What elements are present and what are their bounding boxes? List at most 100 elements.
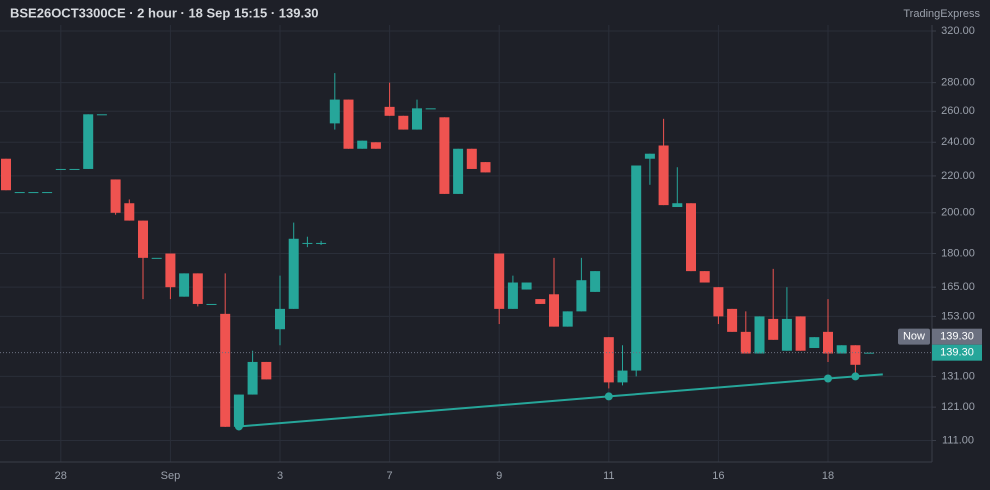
candle-body: [14, 192, 25, 194]
now-tag-box: [898, 328, 930, 345]
candle-body: [631, 165, 642, 371]
trendline-marker: [234, 422, 243, 431]
candle-body: [96, 114, 107, 116]
last-price-box: [932, 344, 982, 361]
y-tick-label: 220.00: [941, 170, 975, 182]
y-tick-label: 320.00: [941, 25, 975, 37]
candle-body: [754, 316, 765, 354]
candle-body: [370, 142, 381, 149]
candle-body: [1, 158, 11, 191]
candle-body: [603, 337, 614, 383]
candle-body: [316, 242, 327, 244]
candle-body: [740, 331, 751, 354]
axes: 111.00 121.00 131.00 153.00 165.00 180.00 200.…: [55, 25, 982, 482]
candle-body: [781, 318, 792, 351]
candle-body: [535, 299, 546, 304]
candle-body: [261, 361, 272, 380]
candle-body: [138, 220, 148, 258]
candle-body: [836, 345, 847, 354]
y-tick-label: 280.00: [941, 77, 975, 89]
candle-body: [329, 99, 340, 124]
candle-body: [768, 318, 779, 340]
candle-body: [343, 99, 354, 149]
x-tick-label: 28: [55, 470, 67, 482]
candle-body: [795, 316, 806, 351]
trendline-marker: [824, 374, 832, 383]
candle-body: [179, 273, 190, 297]
x-tick-label: 7: [387, 470, 393, 482]
candle-body: [124, 203, 135, 221]
candle-body: [439, 117, 450, 194]
candle-body: [521, 282, 532, 290]
watermark: TradingExpress: [903, 8, 980, 20]
candle-body: [576, 280, 587, 312]
candle-body: [275, 308, 285, 330]
x-tick-label: 11: [603, 470, 614, 482]
candle-body: [110, 179, 121, 213]
candle-body: [220, 313, 231, 427]
candle-body: [384, 106, 395, 116]
candle-body: [549, 294, 559, 327]
plot: [0, 73, 932, 431]
candle-body: [398, 115, 409, 130]
candle-body: [55, 168, 66, 170]
candle-body: [727, 308, 738, 332]
candle-body: [617, 370, 628, 383]
trendline-marker: [851, 372, 860, 381]
candle-body: [658, 145, 669, 206]
candle-body: [672, 203, 683, 208]
candle-body: [590, 271, 601, 292]
y-tick-label: 200.00: [941, 207, 975, 219]
x-tick-label: 9: [496, 470, 502, 482]
y-tick-label: 240.00: [941, 136, 975, 148]
x-tick-label: 3: [277, 470, 283, 482]
candle-body: [165, 253, 176, 288]
y-tick-label: 131.00: [941, 370, 975, 382]
price-tag: 139.30: [940, 331, 974, 343]
x-tick-label: 16: [712, 470, 724, 482]
last-price-label: 139.30: [940, 347, 974, 359]
candle-body: [206, 303, 217, 305]
y-tick-label: 260.00: [941, 105, 975, 117]
candle-body: [699, 271, 710, 283]
candle-body: [302, 242, 313, 244]
candle-body: [562, 311, 573, 327]
candle-body: [713, 287, 724, 317]
candle-body: [466, 148, 477, 169]
price-tag-box: [932, 328, 982, 345]
candle-body: [233, 394, 244, 427]
now-tag: Now: [903, 331, 925, 343]
x-tick-label: Sep: [161, 470, 181, 482]
candle-body: [28, 192, 39, 194]
trendline-marker: [604, 392, 613, 401]
candle-body: [247, 361, 258, 395]
candle-body: [480, 162, 491, 173]
candle-body: [412, 108, 422, 130]
candle-body: [69, 168, 80, 170]
x-tick-label: 18: [822, 470, 834, 482]
candle-body: [809, 337, 820, 348]
candle-body: [151, 257, 162, 259]
candle-body: [686, 203, 696, 272]
candle-body: [453, 148, 464, 194]
candle-body: [192, 273, 203, 304]
candle-body: [425, 108, 436, 110]
candle-body: [83, 114, 94, 169]
candle-body: [357, 140, 368, 149]
candle-body: [823, 331, 833, 354]
y-tick-label: 180.00: [941, 247, 975, 259]
y-tick-label: 111.00: [942, 434, 974, 446]
candle-body: [507, 282, 518, 309]
y-tick-label: 121.00: [941, 401, 975, 413]
grid: [0, 25, 932, 462]
candle-body: [850, 345, 861, 365]
candle-body: [288, 238, 299, 309]
candle-body: [42, 192, 53, 194]
candle-body: [644, 153, 655, 159]
y-tick-label: 165.00: [941, 281, 975, 293]
chart-title: BSE26OCT3300CE · 2 hour · 18 Sep 15:15 ·…: [10, 5, 319, 20]
candle-body: [494, 253, 505, 309]
y-tick-label: 153.00: [941, 310, 975, 322]
